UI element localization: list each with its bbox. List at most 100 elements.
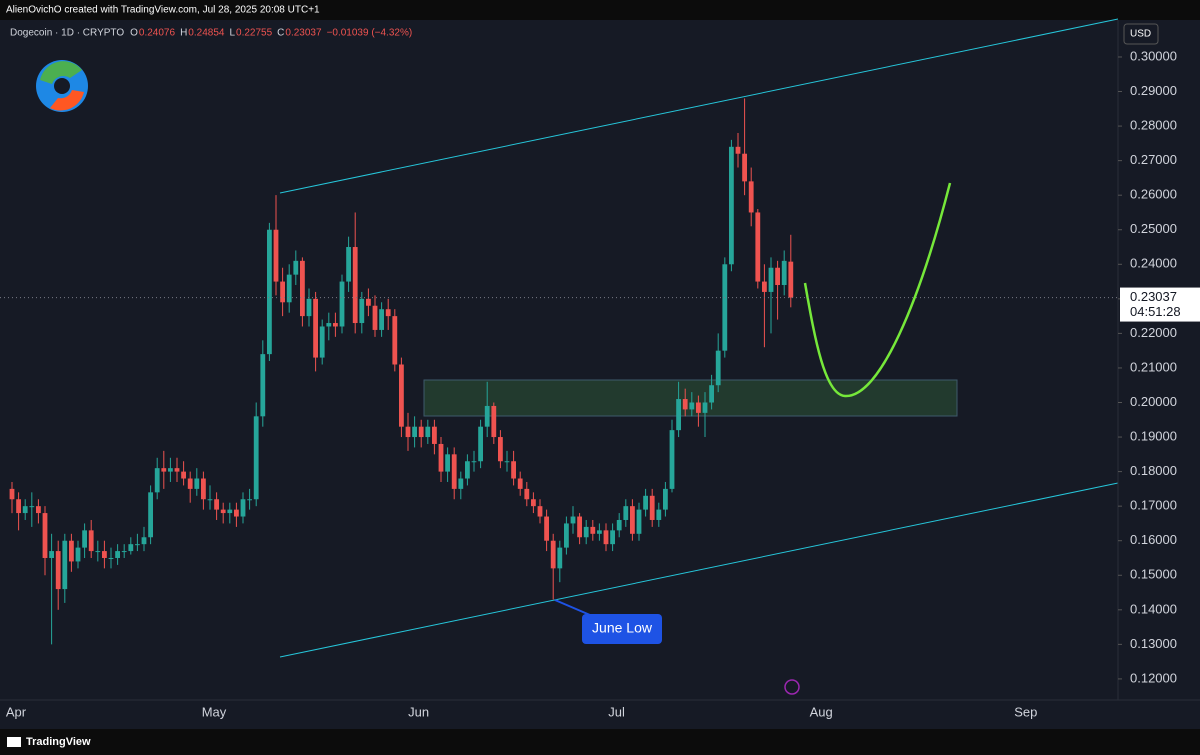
candle-body xyxy=(557,547,563,569)
legend-label: C xyxy=(277,28,284,39)
candle-body xyxy=(36,506,41,514)
candle-body xyxy=(768,267,774,292)
footer: TradingView xyxy=(26,736,91,748)
candle-body xyxy=(465,461,470,479)
candle-body xyxy=(458,478,464,489)
callout-pointer xyxy=(554,599,591,616)
candle-body xyxy=(735,146,741,154)
candle-body xyxy=(669,430,675,489)
candle-body xyxy=(722,264,728,351)
header: AlienOvichO created with TradingView.com… xyxy=(6,5,320,16)
candle-body xyxy=(55,551,61,590)
candle-body xyxy=(214,499,219,510)
candle-body xyxy=(346,247,351,282)
candle-body xyxy=(220,509,226,514)
legend-label: O xyxy=(130,28,138,39)
candle-body xyxy=(22,506,28,514)
candle-body xyxy=(181,471,186,479)
candle-body xyxy=(630,506,635,534)
channel-top xyxy=(279,18,1119,194)
callout-box xyxy=(582,614,662,644)
candle-body xyxy=(478,426,483,462)
candle-body xyxy=(583,526,589,538)
candle-body xyxy=(385,309,391,317)
currency-box xyxy=(1123,23,1159,45)
candle-body xyxy=(121,551,127,553)
candle-body xyxy=(603,530,609,545)
candle-body xyxy=(610,530,615,545)
candle-body xyxy=(234,509,239,517)
candle-body xyxy=(319,326,325,358)
candle-body xyxy=(715,350,721,386)
candle-body xyxy=(445,454,450,472)
candle-body xyxy=(227,509,233,514)
candle-body xyxy=(293,260,299,275)
candle-body xyxy=(148,492,153,538)
candle-body xyxy=(570,516,576,524)
candle-body xyxy=(300,260,305,317)
candle-body xyxy=(491,405,497,438)
candle-body xyxy=(29,506,35,508)
candle-body xyxy=(240,499,246,517)
price-axis xyxy=(1118,20,1200,730)
y-tick-label: 0.30000 xyxy=(1130,48,1177,63)
candle-body xyxy=(590,526,596,534)
footer-logo xyxy=(7,737,21,747)
y-tick-label: 0.15000 xyxy=(1130,567,1177,582)
candle-body xyxy=(194,478,200,489)
y-tick-label: 0.25000 xyxy=(1130,221,1177,236)
candle-body xyxy=(359,298,365,324)
x-tick-label: Jul xyxy=(608,704,625,719)
legend-value: 0.23037 xyxy=(285,28,322,39)
y-tick-label: 0.14000 xyxy=(1130,601,1177,616)
candle-body xyxy=(676,399,681,431)
candle-body xyxy=(438,443,444,472)
candle-body xyxy=(643,495,648,510)
x-tick-label: Aug xyxy=(810,704,833,719)
candle-body xyxy=(517,478,523,489)
last-price-box xyxy=(1120,287,1200,322)
legend-label: H xyxy=(180,28,187,39)
candle-body xyxy=(187,478,193,489)
last-price-label: 0.23037 xyxy=(1130,289,1177,304)
candle-body xyxy=(260,354,266,417)
y-tick-label: 0.24000 xyxy=(1130,256,1177,271)
candle-body xyxy=(418,426,424,438)
legend-value: 0.24854 xyxy=(188,28,225,39)
x-tick-label: Apr xyxy=(6,704,27,719)
candle-body xyxy=(696,402,701,413)
candle-body xyxy=(484,405,490,427)
candle-body xyxy=(286,274,292,303)
candle-body xyxy=(709,385,714,403)
candle-body xyxy=(755,212,761,282)
candle-body xyxy=(550,540,556,569)
candle-body xyxy=(16,499,21,514)
candle-body xyxy=(154,468,160,493)
candle-body xyxy=(273,229,279,282)
candle-body xyxy=(82,530,87,548)
candle-body xyxy=(62,540,68,590)
candle-body xyxy=(161,468,167,472)
legend-value: 0.22755 xyxy=(236,28,273,39)
candle-body xyxy=(405,426,411,438)
y-tick-label: 0.12000 xyxy=(1130,670,1177,685)
y-tick-label: 0.13000 xyxy=(1130,636,1177,651)
candle-body xyxy=(108,557,114,559)
candle-body xyxy=(280,281,285,303)
candle-body xyxy=(471,461,477,463)
candle-body xyxy=(333,323,338,327)
candle-body xyxy=(128,544,134,552)
candle-body xyxy=(372,305,378,330)
candle-body xyxy=(788,261,794,298)
candle-body xyxy=(75,547,81,562)
y-tick-label: 0.21000 xyxy=(1130,359,1177,374)
candle-body xyxy=(392,316,398,365)
y-tick-label: 0.29000 xyxy=(1130,83,1177,98)
x-tick-label: Sep xyxy=(1014,704,1037,719)
candle-body xyxy=(636,509,642,534)
annotation: June Low xyxy=(592,620,653,636)
candle-body xyxy=(577,516,582,538)
candle-body xyxy=(597,530,602,534)
candle-body xyxy=(168,468,173,472)
candle-body xyxy=(663,488,668,510)
